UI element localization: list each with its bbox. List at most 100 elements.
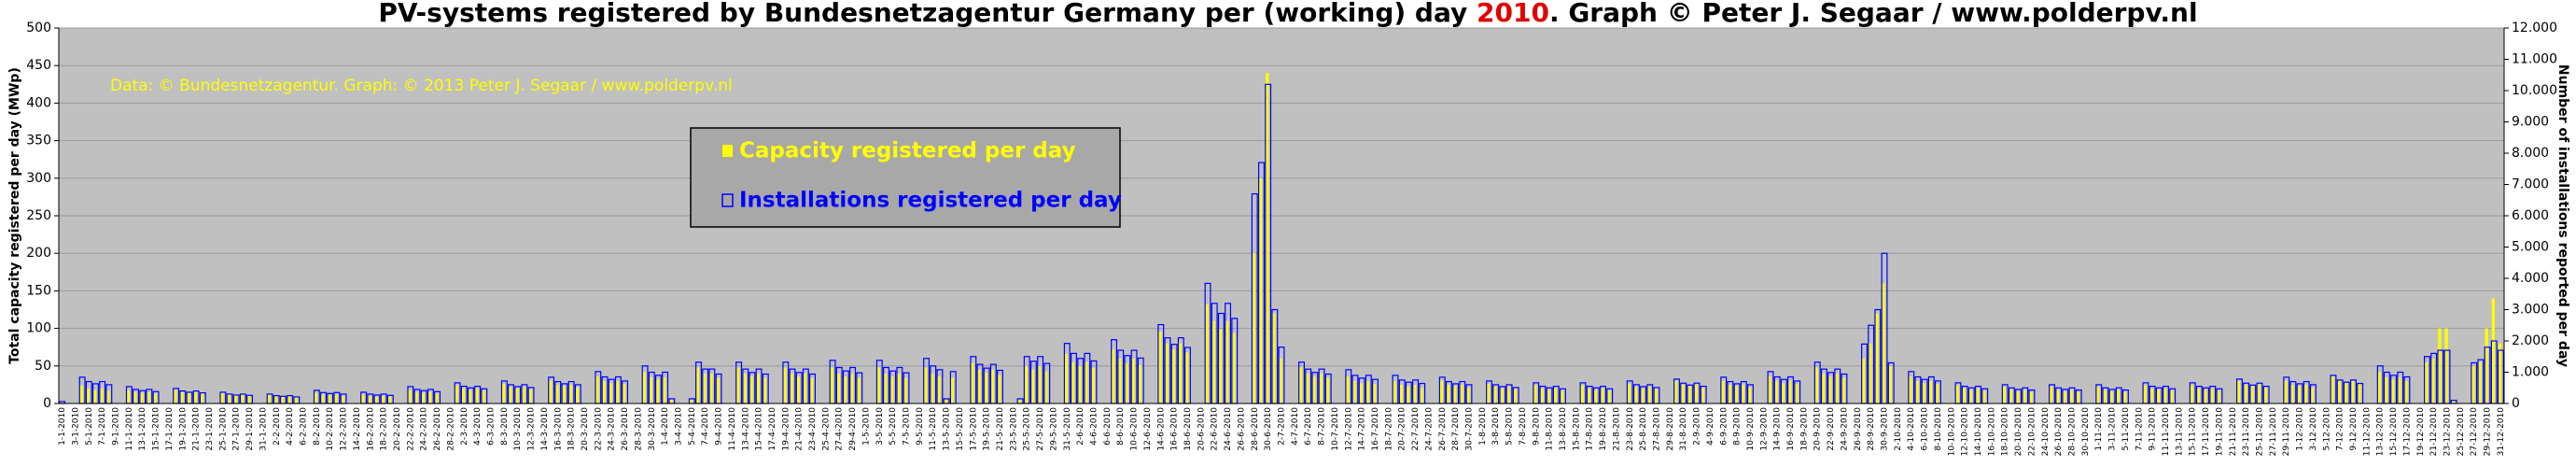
- capacity-bar: [2063, 391, 2066, 403]
- capacity-bar: [1064, 353, 1069, 403]
- x-tick-label: 30-9-2010: [1881, 407, 1890, 451]
- capacity-bar: [2424, 361, 2429, 403]
- capacity-bar: [1587, 388, 1590, 403]
- capacity-bar: [328, 395, 331, 403]
- capacity-bar: [1654, 389, 1658, 403]
- capacity-bar: [1701, 388, 1704, 403]
- capacity-bar: [368, 395, 371, 403]
- x-tick-label: 3-4-2010: [674, 407, 683, 446]
- x-tick-label: 15-1-2010: [152, 407, 161, 451]
- capacity-bar: [126, 389, 131, 403]
- capacity-bar: [2297, 386, 2301, 403]
- capacity-bar: [2122, 391, 2127, 403]
- x-tick-label: 30-3-2010: [648, 407, 657, 451]
- legend-label: Capacity registered per day: [739, 139, 1076, 163]
- capacity-bar: [1346, 376, 1350, 403]
- capacity-bar: [1681, 384, 1685, 403]
- x-tick-label: 14-3-2010: [540, 407, 550, 451]
- x-tick-label: 23-4-2010: [808, 407, 818, 451]
- capacity-bar: [931, 373, 934, 403]
- x-tick-label: 29-8-2010: [1666, 407, 1675, 451]
- capacity-bar: [1413, 384, 1417, 403]
- x-tick-label: 10-7-2010: [1331, 407, 1340, 451]
- capacity-bar: [783, 367, 787, 403]
- x-tick-label: 11-12-2010: [2362, 407, 2372, 457]
- x-tick-label: 1-1-2010: [58, 407, 67, 446]
- capacity-bar: [321, 394, 325, 403]
- x-tick-label: 2-3-2010: [460, 407, 469, 446]
- x-tick-label: 19-4-2010: [781, 407, 791, 451]
- capacity-bar: [843, 376, 847, 403]
- x-tick-label: 7-12-2010: [2336, 407, 2345, 451]
- x-tick-label: 27-11-2010: [2269, 407, 2278, 457]
- capacity-bar: [2303, 384, 2307, 403]
- x-tick-label: 6-3-2010: [486, 407, 496, 446]
- x-tick-label: 1-11-2010: [2094, 407, 2104, 451]
- capacity-bar: [1487, 384, 1491, 403]
- capacity-bar: [736, 367, 740, 403]
- y2-tick-label: 7.000: [2512, 177, 2549, 192]
- x-tick-label: 3-1-2010: [71, 407, 80, 446]
- capacity-bar: [1258, 177, 1263, 403]
- x-tick-label: 15-4-2010: [755, 407, 764, 451]
- capacity-bar: [1607, 390, 1611, 403]
- capacity-bar: [193, 391, 197, 403]
- capacity-bar: [1601, 388, 1604, 403]
- x-tick-label: 16-9-2010: [1786, 407, 1796, 451]
- x-tick-label: 4-9-2010: [1706, 407, 1715, 446]
- capacity-bar: [1841, 377, 1845, 403]
- capacity-bar: [1935, 384, 1939, 403]
- capacity-bar: [1540, 388, 1544, 403]
- y-tick-label: 450: [26, 58, 51, 73]
- x-tick-label: 26-6-2010: [1237, 407, 1246, 451]
- capacity-bar: [174, 389, 177, 403]
- x-tick-label: 13-8-2010: [1559, 407, 1568, 451]
- x-tick-label: 16-2-2010: [366, 407, 375, 451]
- capacity-bar: [287, 395, 291, 403]
- x-tick-label: 19-11-2010: [2215, 407, 2224, 457]
- capacity-bar: [749, 376, 753, 403]
- capacity-bar: [2109, 391, 2113, 403]
- x-tick-label: 19-5-2010: [983, 407, 992, 451]
- capacity-bar: [341, 395, 344, 403]
- capacity-bar: [2398, 376, 2401, 403]
- x-tick-label: 2-2-2010: [273, 407, 282, 446]
- capacity-bar: [240, 394, 245, 403]
- x-tick-label: 16-10-2010: [1987, 407, 1996, 457]
- x-tick-label: 25-11-2010: [2256, 407, 2265, 457]
- x-tick-label: 28-6-2010: [1251, 407, 1260, 451]
- capacity-bar: [1352, 380, 1356, 403]
- y-tick-label: 300: [26, 171, 51, 186]
- x-tick-label: 26-10-2010: [2054, 407, 2064, 457]
- capacity-bar: [180, 391, 184, 403]
- capacity-bar: [2404, 380, 2408, 403]
- x-tick-label: 31-12-2010: [2497, 407, 2506, 457]
- capacity-bar: [2056, 389, 2060, 403]
- capacity-bar: [1627, 384, 1631, 403]
- capacity-bar: [2284, 380, 2288, 403]
- capacity-bar: [2491, 298, 2495, 403]
- x-tick-label: 8-10-2010: [1934, 407, 1943, 451]
- x-tick-label: 12-2-2010: [340, 407, 349, 451]
- y2-tick-label: 4.000: [2512, 271, 2549, 286]
- x-tick-label: 2-7-2010: [1278, 407, 1287, 446]
- capacity-bar: [2190, 385, 2193, 403]
- x-tick-label: 24-3-2010: [608, 407, 617, 451]
- x-tick-label: 24-6-2010: [1224, 407, 1233, 451]
- capacity-bar: [2116, 389, 2120, 403]
- y-tick-label: 0: [43, 396, 51, 411]
- capacity-bar: [977, 369, 981, 403]
- capacity-bar: [2444, 328, 2448, 403]
- capacity-bar: [475, 388, 479, 403]
- x-tick-label: 1-12-2010: [2296, 407, 2305, 451]
- capacity-bar: [595, 376, 599, 403]
- capacity-bar: [944, 399, 947, 403]
- capacity-bar: [1420, 388, 1423, 403]
- capacity-bar: [2156, 389, 2161, 403]
- capacity-bar: [1439, 380, 1443, 403]
- capacity-bar: [555, 384, 559, 403]
- y2-tick-label: 11.000: [2512, 52, 2557, 67]
- x-tick-label: 13-1-2010: [138, 407, 147, 451]
- x-tick-label: 13-4-2010: [741, 407, 750, 451]
- y2-tick-label: 0: [2512, 396, 2520, 411]
